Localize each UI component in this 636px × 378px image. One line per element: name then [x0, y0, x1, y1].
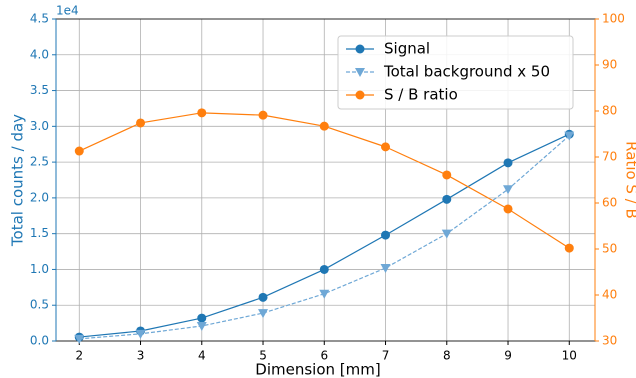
marker	[503, 204, 513, 214]
marker	[442, 170, 452, 180]
x-tick-label: 4	[198, 349, 206, 363]
marker	[564, 243, 574, 253]
y-tick-label: 2.5	[30, 155, 49, 169]
y-tick-label: 0.5	[30, 298, 49, 312]
x-tick-label: 8	[443, 349, 451, 363]
marker	[258, 110, 268, 120]
y-tick-label: 0.0	[30, 334, 49, 348]
marker	[197, 108, 207, 118]
legend-label: S / B ratio	[384, 86, 458, 104]
y-tick-label: 1.0	[30, 262, 49, 276]
x-tick-label: 7	[382, 349, 390, 363]
marker	[319, 289, 330, 299]
y2-tick-label: 70	[602, 150, 617, 164]
marker	[74, 334, 85, 344]
marker	[197, 313, 207, 323]
marker	[441, 229, 452, 239]
y2-tick-label: 90	[602, 58, 617, 72]
x-tick-label: 6	[320, 349, 328, 363]
x-tick-label: 3	[137, 349, 145, 363]
marker	[564, 131, 575, 141]
y2-tick-label: 60	[602, 196, 617, 210]
marker	[319, 121, 329, 131]
legend-marker	[355, 90, 365, 100]
y2-tick-label: 100	[602, 12, 625, 26]
marker	[503, 185, 514, 195]
x-tick-label: 5	[259, 349, 267, 363]
marker	[196, 321, 207, 331]
marker	[135, 329, 146, 339]
y2-tick-label: 30	[602, 334, 617, 348]
legend-label: Total background x 50	[383, 63, 550, 81]
y2-tick-label: 40	[602, 288, 617, 302]
marker	[503, 158, 513, 168]
legend-marker	[355, 44, 365, 54]
y-tick-label: 2.0	[30, 190, 49, 204]
marker	[319, 264, 329, 274]
x-tick-label: 9	[504, 349, 512, 363]
marker	[380, 264, 391, 274]
marker	[74, 146, 84, 156]
marker	[442, 194, 452, 204]
y-tick-label: 4.5	[30, 12, 49, 26]
y-axis-label: Total counts / day	[9, 114, 27, 247]
marker	[258, 309, 269, 319]
x-axis-label: Dimension [mm]	[255, 361, 380, 378]
marker	[381, 142, 391, 152]
marker	[381, 230, 391, 240]
x-tick-label: 10	[562, 349, 577, 363]
y2-axis-label: Ratio S / B	[623, 141, 636, 219]
y2-tick-label: 80	[602, 104, 617, 118]
y-offset-label: 1e4	[56, 4, 79, 18]
x-tick-label: 2	[75, 349, 83, 363]
y2-tick-label: 50	[602, 242, 617, 256]
legend-marker	[355, 68, 365, 77]
marker	[258, 292, 268, 302]
y-tick-label: 3.0	[30, 119, 49, 133]
legend-box	[337, 35, 574, 110]
y-tick-label: 4.0	[30, 47, 49, 61]
legend-label: Signal	[384, 40, 430, 58]
y-tick-label: 3.5	[30, 83, 49, 97]
marker	[136, 118, 146, 128]
y-tick-label: 1.5	[30, 226, 49, 240]
